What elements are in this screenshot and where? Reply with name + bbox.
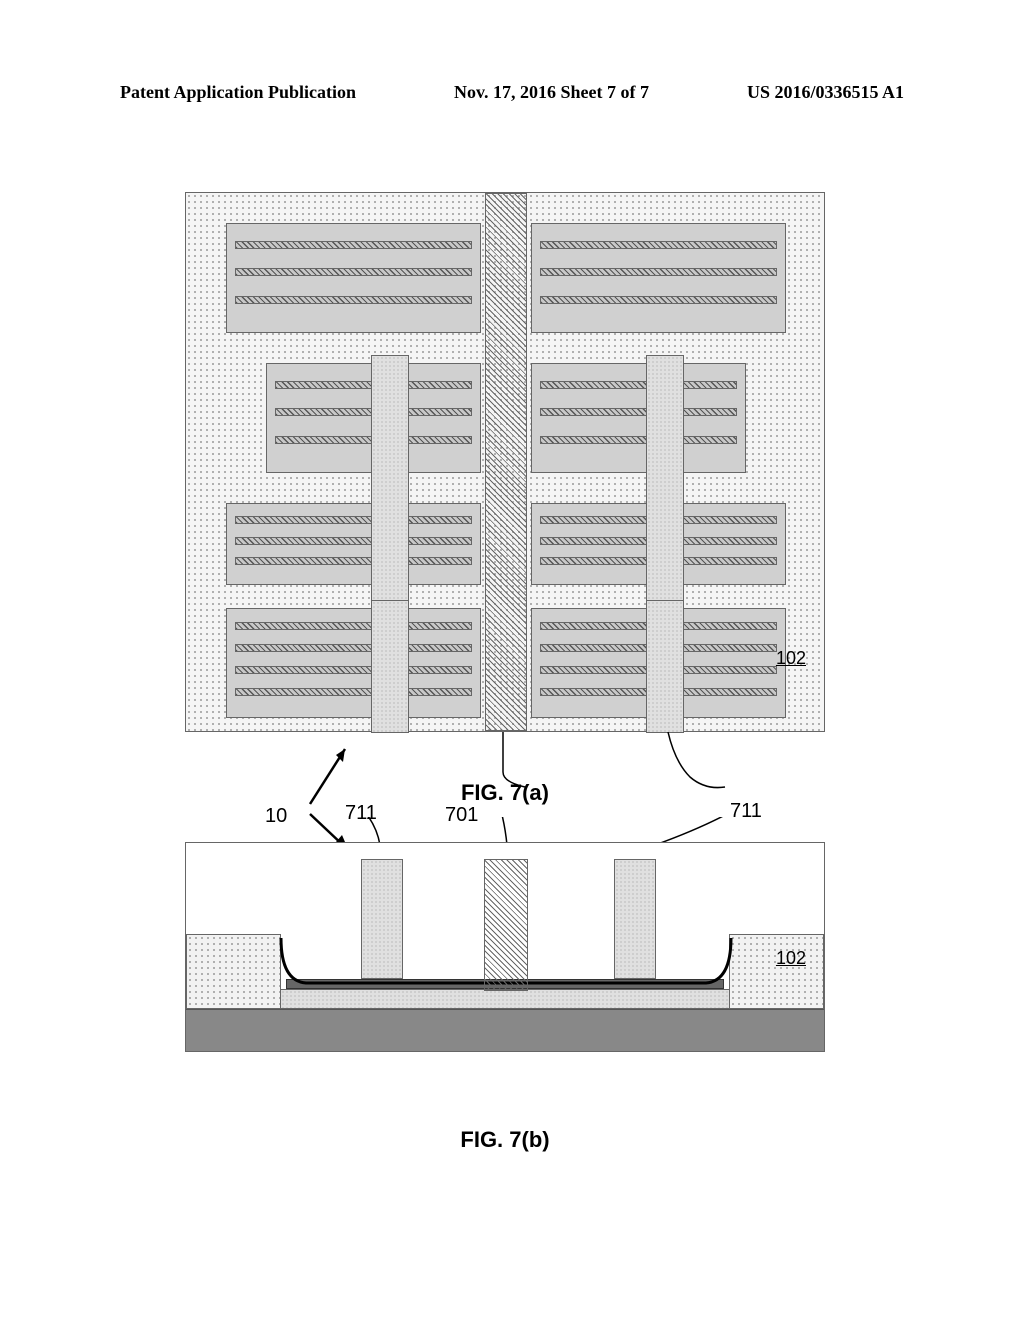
header-center: Nov. 17, 2016 Sheet 7 of 7: [454, 82, 649, 103]
hatched-trace: [235, 516, 472, 524]
hatched-trace: [235, 644, 472, 652]
dielectric-left: [186, 934, 281, 1009]
patent-header: Patent Application Publication Nov. 17, …: [0, 82, 1024, 103]
label-711-right: 711: [730, 800, 762, 823]
label-102-a: 102: [776, 648, 806, 669]
center-hatched-bar: [485, 193, 527, 731]
vertical-pillar: [371, 600, 409, 733]
hatched-trace: [235, 296, 472, 304]
header-right: US 2016/0336515 A1: [747, 82, 904, 103]
metal-block: [226, 223, 481, 333]
hatched-trace: [540, 296, 777, 304]
hatched-trace: [235, 666, 472, 674]
figure-7b-wrap: 102: [185, 842, 825, 1052]
metal-block: [531, 363, 746, 473]
callouts-row: FIG. 7(a) 10 711 701 711: [185, 732, 825, 822]
label-102-b: 102: [776, 948, 806, 969]
hatched-trace: [235, 557, 472, 565]
pillar-right: [614, 859, 656, 979]
hatched-trace: [235, 622, 472, 630]
figure-container: 102 FIG. 7(a) 10 711 701 711: [185, 192, 825, 1153]
hatched-trace: [235, 241, 472, 249]
hatched-trace: [235, 688, 472, 696]
hatched-trace: [540, 436, 737, 444]
hatched-trace: [540, 268, 777, 276]
label-701: 701: [445, 804, 478, 827]
buffer-layer: [276, 989, 734, 1009]
metal-block: [531, 223, 786, 333]
fig-7b-caption: FIG. 7(b): [185, 1127, 825, 1153]
hatched-trace: [235, 268, 472, 276]
header-left: Patent Application Publication: [120, 82, 356, 103]
dielectric-right: [729, 934, 824, 1009]
hatched-trace: [235, 537, 472, 545]
hatched-trace: [540, 381, 737, 389]
vertical-pillar: [646, 600, 684, 733]
metal-block: [226, 608, 481, 718]
pillar-center-hatched: [484, 859, 528, 991]
metal-block: [226, 503, 481, 585]
label-10: 10: [265, 805, 287, 828]
hatched-trace: [540, 241, 777, 249]
figure-7b: 102: [185, 842, 825, 1052]
label-711-left: 711: [345, 802, 377, 825]
hatched-trace: [540, 408, 737, 416]
substrate-layer: [186, 1009, 824, 1051]
pillar-left: [361, 859, 403, 979]
figure-7a: 102: [185, 192, 825, 732]
